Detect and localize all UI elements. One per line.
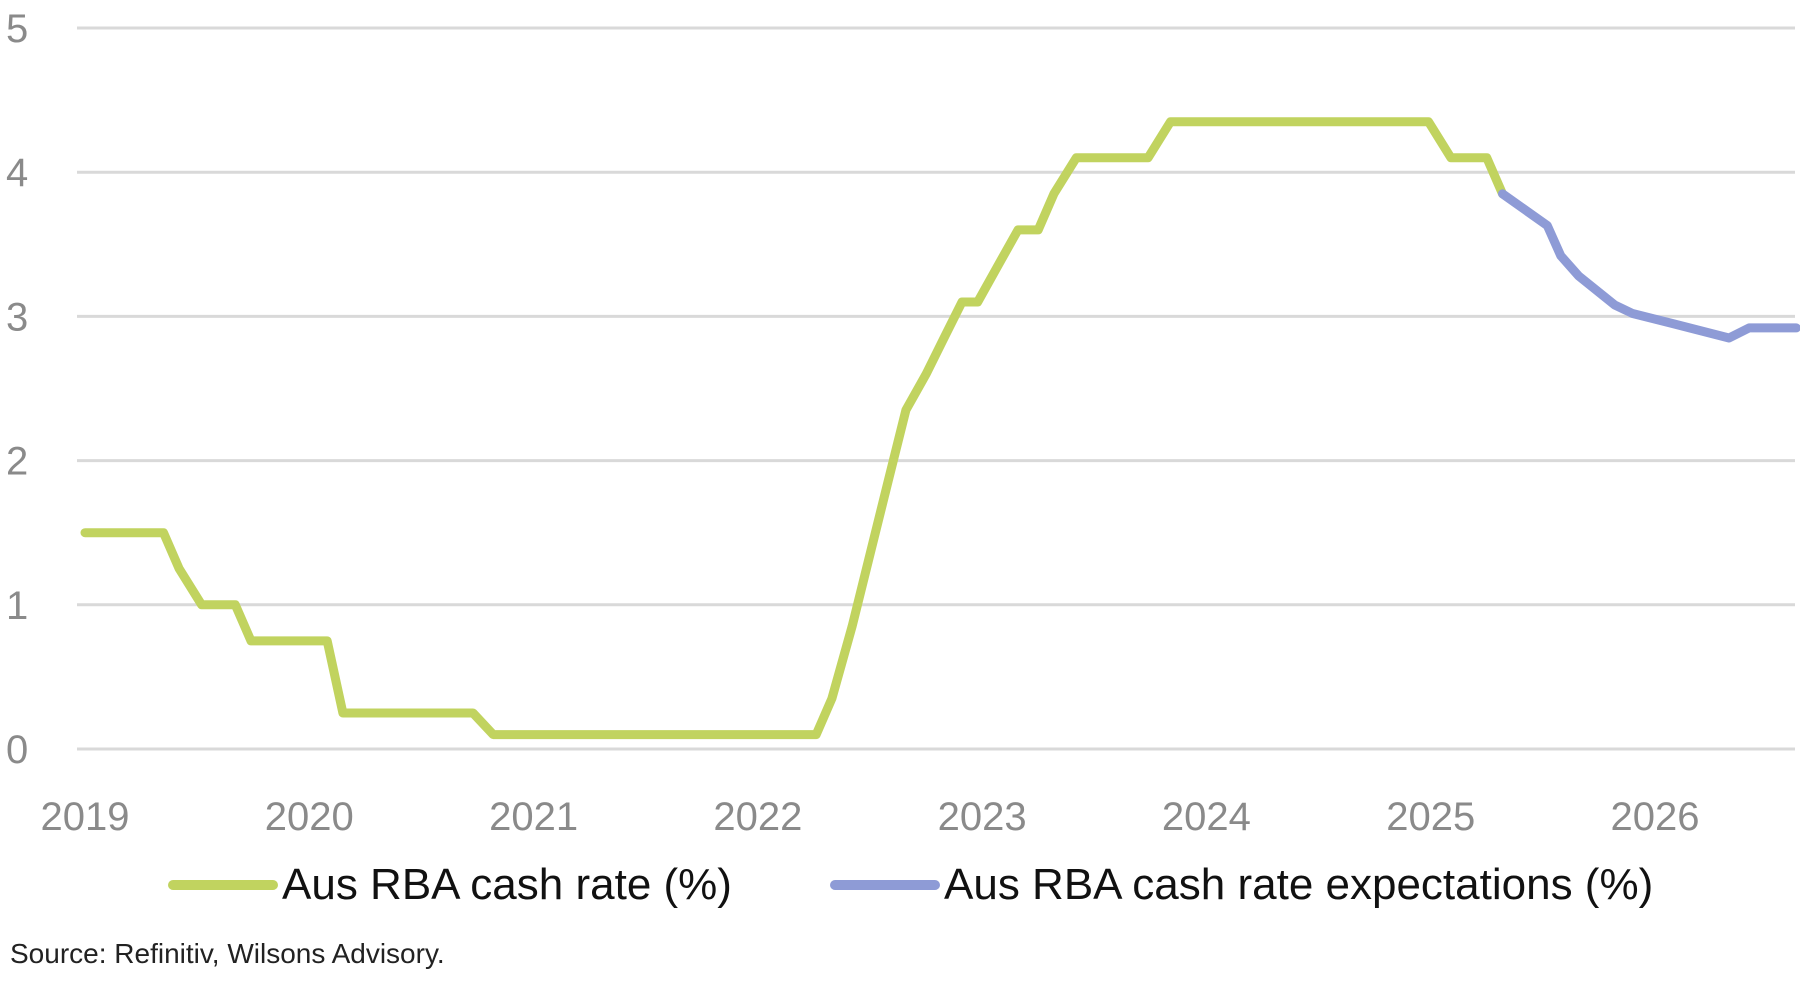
x-tick-label: 2022 xyxy=(713,795,802,839)
y-tick-label: 2 xyxy=(6,440,28,484)
y-tick-label: 1 xyxy=(6,584,28,628)
y-tick-label: 5 xyxy=(6,7,28,51)
legend-item-expectations: Aus RBA cash rate expectations (%) xyxy=(830,855,1653,915)
legend-label-cash-rate: Aus RBA cash rate (%) xyxy=(282,860,732,909)
source-note: Source: Refinitiv, Wilsons Advisory. xyxy=(10,938,445,969)
x-axis-ticks: 2019 2020 2021 2022 2023 2024 2025 2026 xyxy=(41,795,1700,839)
y-axis-ticks: 0 1 2 3 4 5 xyxy=(6,7,28,772)
x-tick-label: 2021 xyxy=(489,795,578,839)
series-line-cash-rate xyxy=(80,117,1507,740)
legend-item-cash-rate: Aus RBA cash rate (%) xyxy=(168,855,732,915)
rate-line-chart: 0 1 2 3 4 5 2019 2020 2021 2022 2023 2024 2025 2026 xyxy=(6,7,1800,839)
legend-swatch-expectations xyxy=(830,880,940,890)
gridlines xyxy=(77,26,1795,751)
y-tick-label: 3 xyxy=(6,295,28,339)
x-tick-label: 2019 xyxy=(41,795,130,839)
x-tick-label: 2020 xyxy=(265,795,354,839)
series-lines xyxy=(80,117,1800,740)
legend-label-expectations: Aus RBA cash rate expectations (%) xyxy=(944,860,1654,909)
x-tick-label: 2025 xyxy=(1386,795,1475,839)
legend-swatch-cash-rate xyxy=(168,880,278,890)
x-tick-label: 2026 xyxy=(1611,795,1700,839)
x-tick-label: 2024 xyxy=(1162,795,1251,839)
legend: Aus RBA cash rate (%) Aus RBA cash rate … xyxy=(0,855,1800,915)
y-tick-label: 0 xyxy=(6,728,28,772)
series-line-expectations xyxy=(1498,189,1800,343)
y-tick-label: 4 xyxy=(6,151,28,195)
x-tick-label: 2023 xyxy=(938,795,1027,839)
